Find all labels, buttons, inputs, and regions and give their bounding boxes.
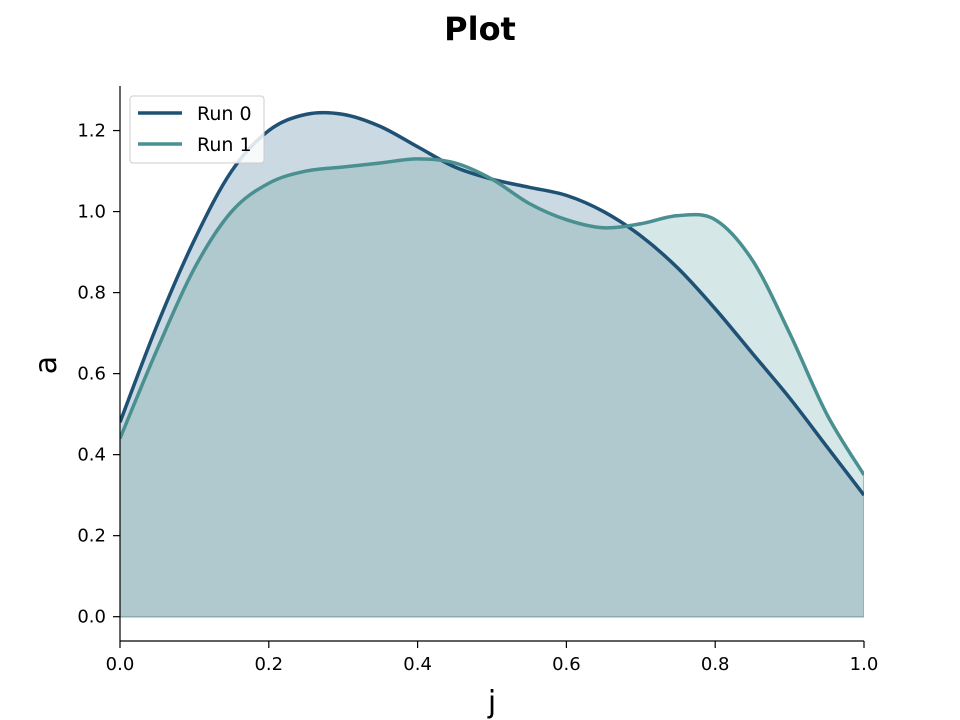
x-tick-label: 0.0 bbox=[106, 654, 135, 675]
y-tick-label: 0.8 bbox=[77, 283, 106, 304]
line-series-1 bbox=[120, 157, 864, 476]
y-tick-label: 0.6 bbox=[77, 364, 106, 385]
y-axis-ticks: 0.0 0.2 0.4 0.6 0.8 1.0 1.2 bbox=[77, 121, 120, 628]
legend-label-run-1: Run 1 bbox=[197, 134, 252, 156]
y-tick-label: 1.0 bbox=[77, 202, 106, 223]
x-axis-ticks: 0.0 0.2 0.4 0.6 0.8 1.0 bbox=[106, 641, 879, 675]
x-tick-label: 0.6 bbox=[552, 654, 581, 675]
y-tick-label: 0.0 bbox=[77, 607, 106, 628]
chart-title: Plot bbox=[444, 10, 516, 48]
series-lines bbox=[120, 110, 864, 497]
x-tick-label: 1.0 bbox=[850, 654, 879, 675]
x-axis-label: j bbox=[487, 685, 496, 720]
legend-label-run-0: Run 0 bbox=[197, 103, 252, 125]
area-fill-overlap bbox=[120, 158, 864, 617]
y-axis-label: a bbox=[29, 356, 64, 374]
legend: Run 0 Run 1 bbox=[129, 95, 265, 164]
y-tick-label: 0.2 bbox=[77, 526, 106, 547]
line-series-0 bbox=[120, 110, 864, 497]
series-fills bbox=[120, 112, 864, 618]
y-tick-label: 0.4 bbox=[77, 445, 106, 466]
x-tick-label: 0.8 bbox=[701, 654, 730, 675]
x-tick-label: 0.2 bbox=[254, 654, 283, 675]
y-tick-label: 1.2 bbox=[77, 121, 106, 142]
x-tick-label: 0.4 bbox=[403, 654, 432, 675]
